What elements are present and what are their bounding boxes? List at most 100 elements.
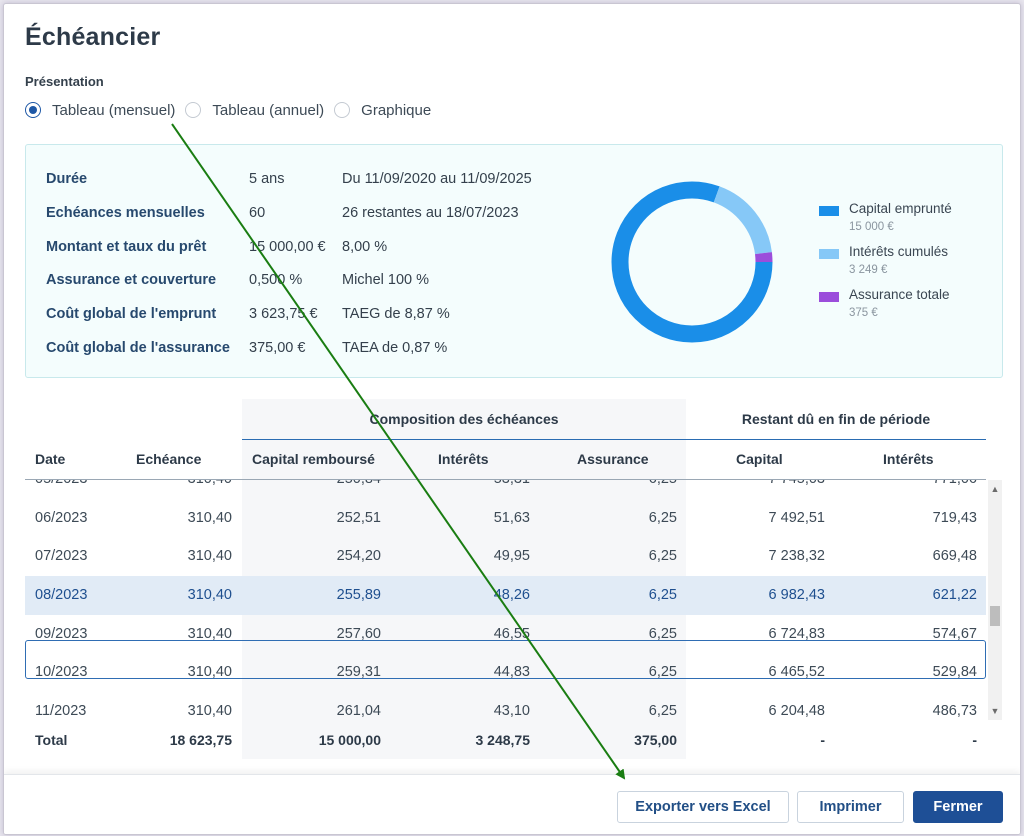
cell-echeance: 310,40: [187, 509, 232, 526]
dialog-footer: Exporter vers Excel Imprimer Fermer: [4, 774, 1020, 834]
cell-interets-restants: 771,06: [933, 480, 977, 487]
loan-cost-donut-chart: [611, 181, 773, 343]
cell-capital-rembourse: 259,31: [336, 664, 381, 681]
cell-assurance: 6,25: [649, 480, 677, 487]
cell-date: 09/2023: [35, 625, 88, 642]
export-excel-button[interactable]: Exporter vers Excel: [617, 791, 789, 823]
cell-capital-rembourse: 261,04: [336, 703, 381, 720]
summary-value: 0,500 %: [249, 272, 303, 288]
presentation-label: Présentation: [25, 74, 104, 89]
table-body[interactable]: 05/2023 310,40 250,84 53,31 6,25 7 745,03 771,…: [25, 480, 986, 720]
summary-detail: Michel 100 %: [342, 272, 430, 288]
radio-label: Tableau (mensuel): [52, 101, 176, 119]
cell-assurance: 6,25: [648, 587, 677, 604]
table-row[interactable]: 09/2023 310,40 257,60 46,55 6,25 6 724,83 574,…: [25, 615, 986, 654]
arrow-up-icon[interactable]: ▲: [990, 484, 1000, 494]
column-header-capital[interactable]: Capital: [736, 451, 783, 467]
print-button[interactable]: Imprimer: [797, 791, 904, 823]
cell-echeance: 310,40: [187, 587, 232, 604]
table-row[interactable]: 08/2023 310,40 255,89 48,26 6,25 6 982,43 621,…: [25, 576, 986, 615]
summary-detail: 26 restantes au 18/07/2023: [342, 205, 519, 221]
presentation-radio-group: Tableau (mensuel) Tableau (annuel) Graph…: [25, 100, 441, 120]
scrollbar-thumb[interactable]: [990, 606, 1000, 626]
total-assurance: 375,00: [634, 732, 677, 748]
cell-assurance: 6,25: [648, 548, 677, 565]
cell-capital-rembourse: 252,51: [336, 509, 381, 526]
table-scrollbar[interactable]: ▲ ▼: [988, 480, 1002, 720]
table-row[interactable]: 11/2023 310,40 261,04 43,10 6,25 6 204,48 486,…: [25, 692, 986, 720]
cell-capital: 6 465,52: [768, 664, 825, 681]
summary-value: 60: [249, 205, 266, 221]
table-row[interactable]: 07/2023 310,40 254,20 49,95 6,25 7 238,32 669,…: [25, 537, 986, 576]
dialog-title: Échéancier: [25, 23, 161, 51]
column-header-capital-rembourse[interactable]: Capital remboursé: [252, 451, 375, 467]
group-underline: [686, 439, 986, 440]
legend-swatch: [819, 206, 839, 216]
radio-checked-icon[interactable]: [25, 102, 41, 118]
cell-capital-rembourse: 255,89: [336, 587, 381, 604]
cell-capital-rembourse: 250,84: [337, 480, 381, 487]
summary-detail: TAEG de 8,87 %: [342, 306, 450, 322]
legend-value: 375 €: [849, 307, 878, 319]
radio-tableau-mensuel[interactable]: Tableau (mensuel): [25, 102, 175, 119]
legend-value: 3 249 €: [849, 264, 888, 276]
radio-unchecked-icon[interactable]: [185, 102, 202, 118]
cell-capital-rembourse: 257,60: [336, 625, 381, 642]
cell-echeance: 310,40: [187, 664, 232, 681]
cell-date: 05/2023: [35, 480, 87, 487]
column-header-date[interactable]: Date: [35, 451, 66, 467]
radio-label: Graphique: [361, 101, 432, 119]
cell-capital: 7 238,32: [768, 548, 825, 565]
summary-detail: 8,00 %: [342, 239, 388, 255]
cell-date: 11/2023: [35, 703, 87, 720]
column-header-interets-restants[interactable]: Intérêts: [883, 451, 934, 467]
summary-value: 375,00 €: [249, 340, 306, 356]
cell-date: 07/2023: [35, 548, 88, 565]
table-row[interactable]: 06/2023 310,40 252,51 51,63 6,25 7 492,51 719,…: [25, 499, 986, 538]
column-header-interets[interactable]: Intérêts: [438, 451, 489, 467]
cell-interets: 44,83: [493, 664, 530, 681]
group-header-restant: Restant dû en fin de période: [741, 411, 931, 427]
cell-interets-restants: 719,43: [932, 509, 977, 526]
cell-interets-restants: 574,67: [932, 625, 977, 642]
cell-echeance: 310,40: [187, 548, 232, 565]
cell-interets-restants: 621,22: [932, 587, 977, 604]
total-interets: 3 248,75: [475, 732, 531, 748]
table-total-row: Total 18 623,75 15 000,00 3 248,75 375,0…: [25, 724, 986, 754]
cell-interets: 48,26: [493, 587, 530, 604]
cell-interets-restants: 669,48: [932, 548, 977, 565]
table-row[interactable]: 10/2023 310,40 259,31 44,83 6,25 6 465,52 529,…: [25, 653, 986, 692]
column-header-echeance[interactable]: Echéance: [136, 451, 202, 467]
group-header-composition: Composition des échéances: [369, 411, 559, 427]
schedule-dialog: Échéancier Présentation Tableau (mensuel…: [3, 3, 1021, 835]
radio-unchecked-icon[interactable]: [334, 102, 351, 118]
close-button[interactable]: Fermer: [913, 791, 1003, 823]
cell-assurance: 6,25: [648, 625, 677, 642]
summary-key: Durée: [46, 171, 88, 187]
table-rows: 05/2023 310,40 250,84 53,31 6,25 7 745,03 771,…: [25, 480, 986, 720]
cell-capital-rembourse: 254,20: [336, 548, 381, 565]
summary-key: Assurance et couverture: [46, 272, 217, 288]
cell-capital: 7 492,51: [768, 509, 825, 526]
cell-date: 08/2023: [35, 587, 88, 604]
cell-interets-restants: 529,84: [932, 664, 977, 681]
column-header-assurance[interactable]: Assurance: [577, 451, 649, 467]
summary-key: Echéances mensuelles: [46, 205, 205, 221]
summary-value: 15 000,00 €: [249, 239, 326, 255]
cell-date: 10/2023: [35, 664, 88, 681]
legend-label: Assurance totale: [849, 287, 950, 302]
total-capital: -: [820, 732, 825, 748]
cell-capital: 7 745,03: [769, 480, 825, 487]
radio-graphique[interactable]: Graphique: [334, 102, 431, 119]
total-capital-rembourse: 15 000,00: [318, 732, 381, 748]
radio-tableau-annuel[interactable]: Tableau (annuel): [185, 102, 324, 119]
donut-slice-assurance: [611, 181, 773, 343]
cell-interets: 43,10: [493, 703, 530, 720]
cell-capital: 6 204,48: [768, 703, 825, 720]
cell-date: 06/2023: [35, 509, 88, 526]
cell-interets: 46,55: [493, 625, 530, 642]
arrow-down-icon[interactable]: ▼: [990, 706, 1000, 716]
total-label: Total: [35, 732, 68, 748]
summary-detail: TAEA de 0,87 %: [342, 340, 448, 356]
table-row[interactable]: 05/2023 310,40 250,84 53,31 6,25 7 745,03 771,…: [25, 480, 986, 499]
